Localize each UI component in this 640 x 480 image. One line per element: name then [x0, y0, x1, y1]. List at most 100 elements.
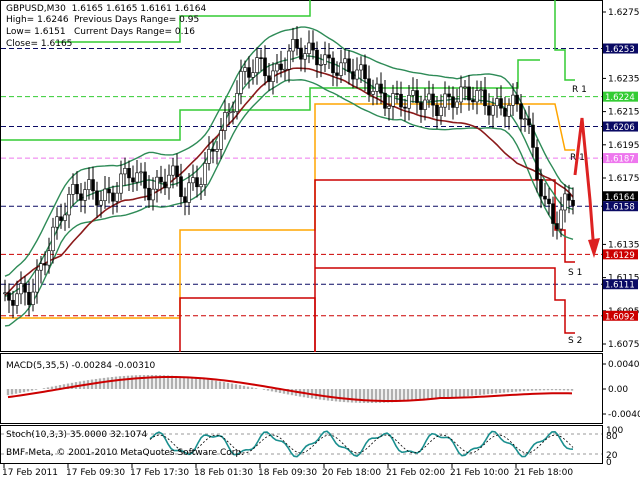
macd-histogram-bar [230, 383, 234, 389]
price-candle-body [131, 177, 135, 183]
previous-days-range: Previous Days Range= 0.95 [74, 15, 200, 25]
macd-histogram-bar [510, 389, 514, 392]
macd-histogram-bar [558, 389, 562, 391]
price-tick-label: 1.6195 [608, 141, 640, 151]
price-tag-bg [603, 153, 638, 164]
price-candle-body [327, 54, 331, 59]
macd-histogram-bar [554, 389, 558, 391]
price-tag-bg [603, 310, 638, 321]
symbol-info: GBPUSD,M30 1.6165 1.6165 1.6161 1.6164 [6, 4, 206, 15]
price-candle-body [299, 47, 303, 60]
macd-histogram-bar [474, 389, 478, 396]
price-candle-body [15, 293, 19, 306]
macd-histogram-bar [550, 389, 554, 391]
price-candle-body [415, 90, 419, 103]
price-candle-body [163, 181, 167, 189]
macd-histogram-bar [30, 389, 34, 391]
price-candle-body [115, 192, 119, 202]
price-candle-body [379, 83, 383, 94]
price-candle-body [139, 171, 143, 174]
macd-histogram-bar [122, 375, 126, 389]
macd-histogram-bar [270, 389, 274, 392]
stoch-title: Stoch(10,3,3) 35.0000 32.1074 [6, 430, 148, 440]
price-candle-body [375, 83, 379, 92]
macd-histogram-bar [334, 389, 338, 402]
price-candle-body [343, 58, 347, 64]
price-axis: 1.62751.62351.62151.61951.61751.61351.61… [602, 8, 640, 350]
macd-histogram-bar [490, 389, 494, 394]
macd-histogram-bar [518, 389, 522, 392]
price-candle-body [19, 283, 23, 295]
macd-histogram-bar [482, 389, 486, 395]
price-candle-body [515, 94, 519, 105]
resistance-2-line [55, 0, 311, 43]
support-2-line-current [315, 267, 575, 334]
macd-histogram-bar [6, 389, 10, 396]
price-candle-body [435, 104, 439, 116]
price-candle-body [271, 70, 275, 82]
price-candle-body [239, 71, 243, 94]
price-candle-body [431, 93, 435, 106]
macd-histogram-bar [178, 376, 182, 389]
price-candle-body [43, 263, 47, 266]
macd-panel[interactable]: 0.00404 0.00 -0.00403 [0, 353, 640, 424]
macd-histogram-bar [526, 389, 530, 391]
macd-histogram-bar [458, 389, 462, 397]
price-candle-body [355, 69, 359, 80]
macd-histogram-bar [166, 375, 170, 389]
main-price-panel[interactable]: R 1R 1S 1S 2 [0, 0, 603, 352]
price-candle-body [179, 176, 183, 197]
price-candle-body [495, 98, 499, 107]
price-candle-body [539, 179, 543, 197]
pivot-level-label: S 1 [568, 268, 582, 278]
macd-histogram-bar [198, 378, 202, 389]
price-candle-body [511, 94, 515, 106]
macd-histogram-bar [390, 389, 394, 403]
price-candle-body [447, 93, 451, 98]
pivot-level-label: S 2 [568, 336, 582, 346]
resistance-1-line [1, 59, 540, 141]
price-candle-body [483, 89, 487, 107]
macd-tick-label: 0.00404 [608, 360, 640, 370]
price-tag-bg [603, 191, 638, 202]
macd-histogram-bar [170, 375, 174, 389]
price-candle-body [195, 177, 199, 188]
macd-histogram-bar [326, 389, 330, 401]
price-candle-body [287, 50, 291, 70]
macd-histogram-bar [430, 389, 434, 400]
macd-histogram-bar [278, 389, 282, 393]
price-candle-body [391, 93, 395, 107]
price-candle-body [419, 102, 423, 110]
price-candle-body [307, 42, 311, 54]
macd-histogram-bar [234, 384, 238, 389]
price-tag-bg [603, 279, 638, 290]
macd-histogram-bar [366, 389, 370, 403]
macd-histogram-bar [66, 383, 70, 389]
price-candle-body [263, 57, 267, 77]
price-candle-body [555, 223, 559, 230]
price-candle-body [459, 86, 463, 103]
macd-histogram-bar [226, 382, 230, 389]
price-candle-body [55, 216, 59, 228]
price-candle-body [151, 188, 155, 201]
macd-histogram-bar [426, 389, 430, 400]
price-candle-body [319, 64, 323, 66]
price-candle-body [147, 187, 151, 201]
macd-histogram-bar [414, 389, 418, 401]
macd-histogram-bar [386, 389, 390, 403]
price-tick-label: 1.6215 [608, 108, 640, 118]
price-candle-body [243, 67, 247, 72]
time-axis: 17 Feb 2011 17 Feb 09:30 17 Feb 17:30 18 Fe… [2, 464, 573, 478]
macd-histogram-bar [162, 375, 166, 389]
price-candle-body [311, 42, 315, 51]
macd-histogram-bar [106, 377, 110, 389]
macd-histogram-bar [126, 375, 130, 389]
macd-histogram-bar [238, 385, 242, 389]
macd-histogram-bar [214, 380, 218, 389]
price-candle-body [439, 106, 443, 116]
macd-histogram-bar [42, 388, 46, 389]
macd-histogram-bar [206, 379, 210, 389]
price-candle-body [543, 195, 547, 200]
